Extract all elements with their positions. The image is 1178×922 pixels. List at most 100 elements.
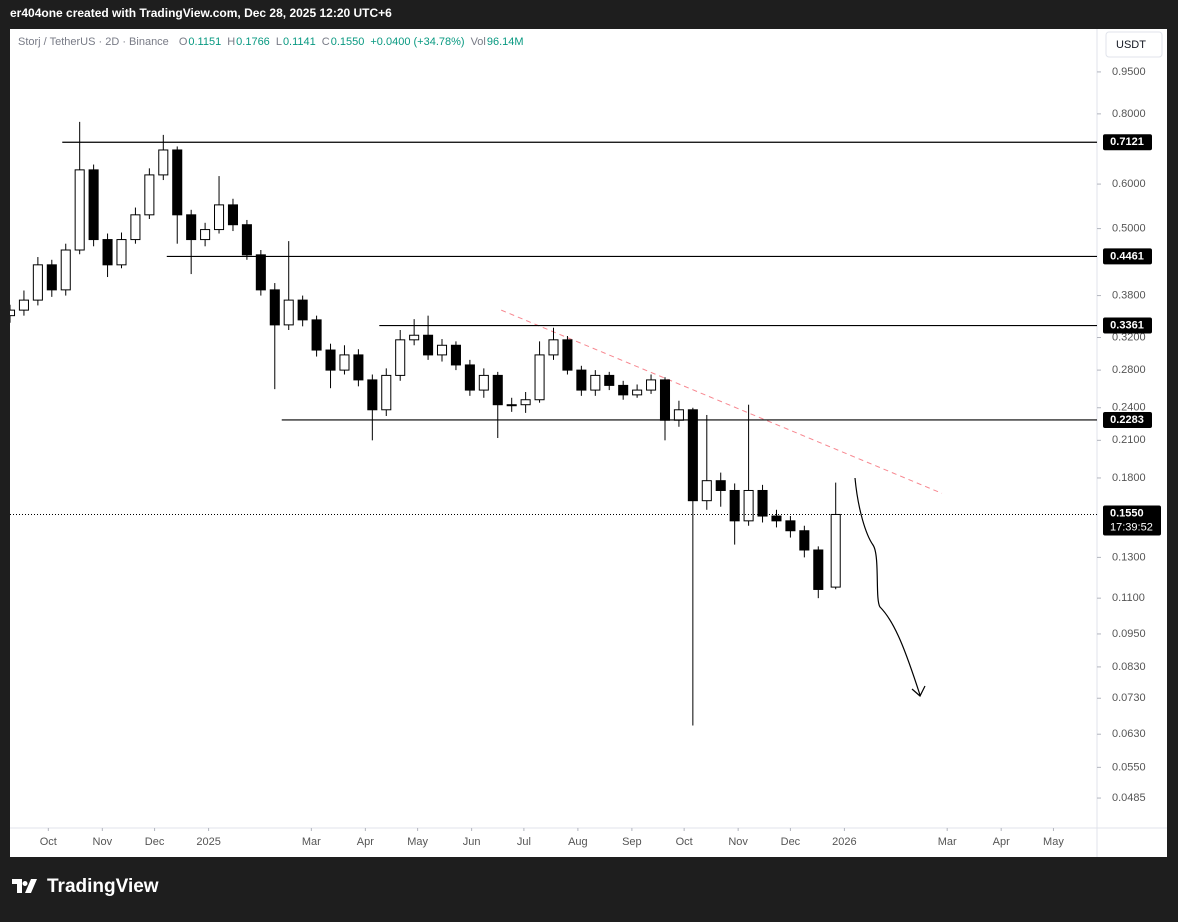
candle-body xyxy=(673,409,684,421)
candle-body xyxy=(743,489,754,522)
last-price-box xyxy=(1103,505,1161,536)
candle-body xyxy=(729,489,740,522)
candle-body xyxy=(74,169,85,251)
level-label-box xyxy=(1103,134,1152,151)
legend-value: 0.1141 xyxy=(283,36,316,48)
legend-label: O xyxy=(179,36,188,48)
x-tick-label: May xyxy=(1043,836,1064,848)
candle-body xyxy=(590,374,601,391)
y-tick-label: 0.0630 xyxy=(1112,728,1146,740)
y-tick-label: 0.0550 xyxy=(1112,761,1146,773)
candle-body xyxy=(172,149,183,216)
candle-body xyxy=(269,289,280,326)
countdown: 17:39:52 xyxy=(1110,521,1153,533)
x-tick-label: Mar xyxy=(938,836,957,848)
x-tick-label: 2026 xyxy=(832,836,856,848)
x-tick-label: Nov xyxy=(93,836,113,848)
y-tick-label: 0.5000 xyxy=(1112,222,1146,234)
legend-value: 0.1151 xyxy=(188,36,221,48)
candle-body xyxy=(339,354,350,371)
candle-body xyxy=(757,489,768,517)
candle-body xyxy=(464,364,475,391)
currency[interactable]: USDT xyxy=(1116,39,1146,51)
x-tick-label: Dec xyxy=(781,836,801,848)
candle-body xyxy=(227,204,239,226)
y-tick-label: 0.2400 xyxy=(1112,402,1146,414)
y-tick-label: 0.2800 xyxy=(1112,364,1146,376)
logo xyxy=(12,879,37,893)
candle-body xyxy=(102,239,113,266)
x-tick-label: May xyxy=(407,836,428,848)
candle-body xyxy=(367,379,378,411)
level-label-box xyxy=(1103,317,1152,334)
header: er404one created with TradingView.com, D… xyxy=(10,6,392,20)
candle-body xyxy=(562,339,573,371)
x-tick-label: Oct xyxy=(676,836,693,848)
legend-change: +0.0400 (+34.78%) xyxy=(370,36,464,48)
candle-body xyxy=(60,249,71,291)
candle-body xyxy=(771,515,782,522)
y-tick-label: 0.0830 xyxy=(1112,661,1146,673)
candle-body xyxy=(283,299,294,326)
candle-body xyxy=(830,513,841,588)
symbol-title: Storj / TetherUS · 2D · Binance xyxy=(18,36,169,48)
brand: TradingView xyxy=(47,876,159,897)
x-tick-label: Dec xyxy=(145,836,165,848)
candle-body xyxy=(576,369,587,391)
x-tick-label: Nov xyxy=(728,836,748,848)
candle-body xyxy=(18,299,29,311)
candle-body xyxy=(409,334,420,341)
last-price-label: 0.1550 xyxy=(1110,507,1144,519)
level-label: 0.4461 xyxy=(1110,250,1144,262)
x-tick-label: Oct xyxy=(40,836,57,848)
currency-button[interactable] xyxy=(1105,31,1163,58)
legend-value: 96.14M xyxy=(487,36,524,48)
legend-label: C xyxy=(322,36,330,48)
candle-body xyxy=(785,520,796,532)
candle-body xyxy=(450,344,461,366)
candle-body xyxy=(116,239,127,266)
candle-body xyxy=(200,229,211,241)
y-tick-label: 0.1300 xyxy=(1112,551,1146,563)
y-tick-label: 0.8000 xyxy=(1112,108,1146,120)
candle-body xyxy=(88,169,99,241)
candle-body xyxy=(353,354,364,381)
candle-body xyxy=(813,549,824,590)
candle-body xyxy=(395,339,406,376)
candle-body xyxy=(534,354,545,401)
candle-body xyxy=(492,374,503,406)
legend: Storj / TetherUS · 2D · Binance O 0.1151 H 0… xyxy=(18,36,524,48)
candle-body xyxy=(46,264,57,291)
candle-body xyxy=(255,254,266,291)
level-label-box xyxy=(1103,248,1152,265)
level-label-box xyxy=(1103,411,1152,428)
y-tick-label: 0.2100 xyxy=(1112,434,1146,446)
x-tick-label: Apr xyxy=(993,836,1010,848)
x-tick-label: Jul xyxy=(517,836,531,848)
candle-body xyxy=(436,344,448,356)
y-tick-label: 0.1800 xyxy=(1112,472,1146,484)
x-tick-label: Apr xyxy=(357,836,374,848)
candle-body xyxy=(687,409,698,502)
y-tick-label: 0.0950 xyxy=(1112,628,1146,640)
chart-panel xyxy=(10,29,1167,857)
candle-body xyxy=(297,299,308,321)
level-label: 0.3361 xyxy=(1110,319,1144,331)
candle-body xyxy=(506,404,517,407)
candle-body xyxy=(548,339,559,356)
candle-body xyxy=(158,149,169,176)
y-tick-label: 0.3200 xyxy=(1112,331,1146,343)
candle-body xyxy=(520,399,531,406)
legend-label: H xyxy=(227,36,235,48)
x-tick-label: Mar xyxy=(302,836,321,848)
y-tick-label: 0.3800 xyxy=(1112,289,1146,301)
y-tick-label: 0.9500 xyxy=(1112,66,1146,78)
candle-body xyxy=(10,309,16,317)
candle-body xyxy=(144,174,155,216)
candle-body xyxy=(715,480,726,491)
candle-body xyxy=(799,530,810,551)
candle-body xyxy=(130,214,141,241)
x-tick-label: Jun xyxy=(463,836,481,848)
candle-body xyxy=(325,349,336,371)
